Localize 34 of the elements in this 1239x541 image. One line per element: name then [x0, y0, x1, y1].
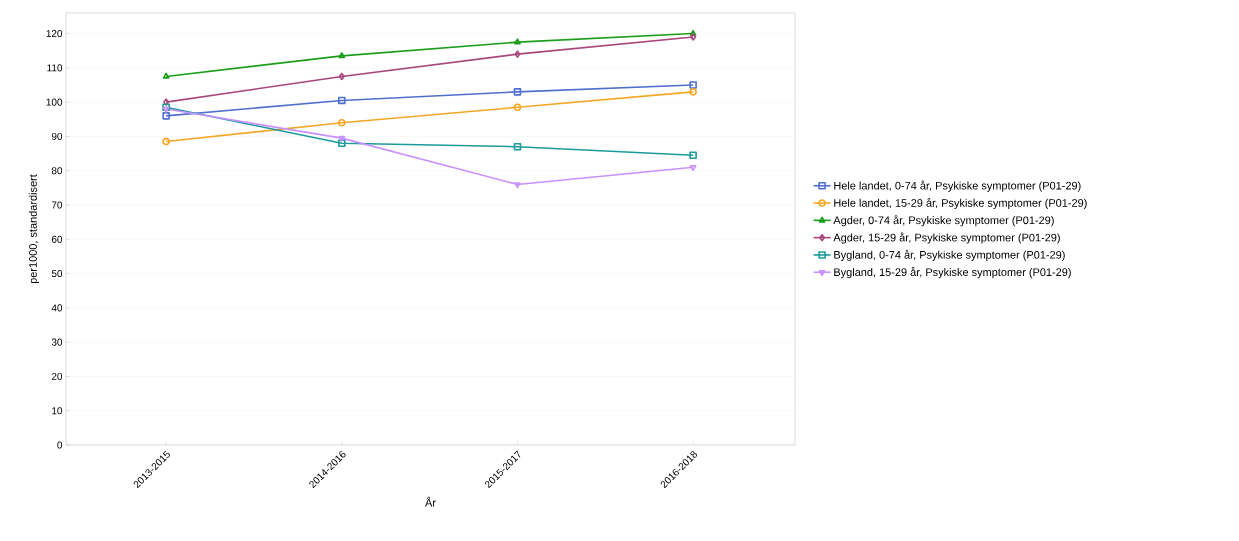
y-tick-label: 60	[51, 235, 63, 243]
legend-label: Agder, 0-74 år, Psykiske symptomer (P01-29)	[833, 215, 1054, 227]
y-tick-label: 100	[46, 98, 63, 106]
point	[689, 151, 697, 160]
legend-label: Agder, 15-29 år, Psykiske symptomer (P01-29)	[833, 232, 1060, 244]
y-tick-label: 110	[47, 64, 63, 72]
point	[338, 72, 345, 81]
y-axis-title: per1000, standardisert	[28, 174, 40, 284]
point	[338, 96, 346, 105]
y-tick-label: 70	[51, 201, 63, 209]
y-tick-label: 50	[51, 270, 63, 278]
point	[514, 182, 521, 189]
point	[338, 139, 346, 148]
point	[689, 81, 697, 89]
x-axis-title: År	[425, 496, 436, 507]
legend-label: Bygland, 15-29 år, Psykiske symptomer (P01-29)	[834, 267, 1071, 279]
y-tick-label: 120	[46, 30, 63, 38]
y-tick-label: 10	[52, 407, 63, 415]
point	[513, 142, 522, 151]
y-tick-label: 40	[51, 304, 63, 312]
y-tick-label: 80	[51, 167, 63, 175]
y-tick-label: 90	[51, 132, 63, 140]
point	[514, 50, 521, 58]
y-tick-label: 30	[51, 338, 63, 346]
y-tick-label: 0	[57, 441, 63, 449]
point	[513, 103, 522, 112]
point	[513, 88, 522, 96]
y-tick-label: 20	[51, 372, 63, 380]
point	[338, 52, 346, 59]
point	[338, 118, 346, 127]
point	[162, 112, 170, 120]
legend-label: Hele landet, 0-74 år, Psykiske symptomer (P01-29)	[834, 180, 1081, 192]
legend-label: Hele landet, 15-29 år, Psykiske symptomer (P01-29)	[834, 197, 1087, 209]
legend-label: Bygland, 0-74 år, Psykiske symptomer (P01-29)	[834, 249, 1065, 261]
